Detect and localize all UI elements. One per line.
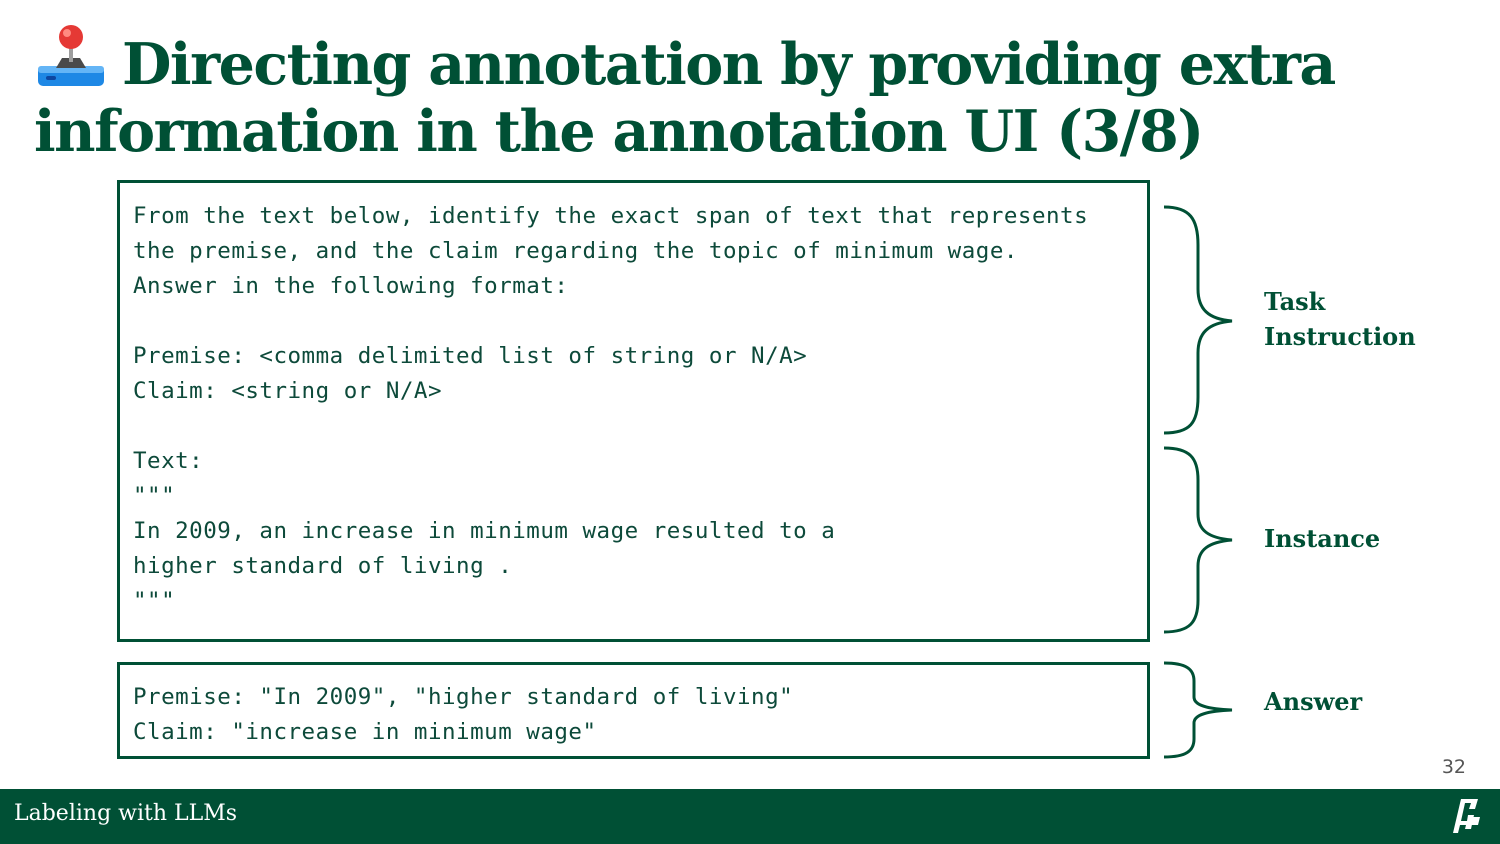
joystick-icon [34, 24, 108, 88]
footer-text: Labeling with LLMs [14, 801, 238, 826]
answer-label: Answer [1264, 687, 1363, 716]
page-number: 32 [1441, 756, 1466, 778]
answer-box: Premise: "In 2009", "higher standard of … [117, 662, 1150, 759]
slide-title-text: Directing annotation by providing extra … [34, 31, 1336, 165]
answer-brace [1163, 661, 1233, 759]
university-logo-icon [1453, 799, 1480, 833]
task-instruction-label: Task Instruction [1264, 287, 1416, 351]
prompt-text: From the text below, identify the exact … [133, 203, 1089, 614]
footer-bar: Labeling with LLMs [0, 789, 1500, 844]
answer-text: Premise: "In 2009", "higher standard of … [133, 684, 794, 745]
instance-label: Instance [1264, 524, 1381, 553]
slide-title: Directing annotation by providing extra … [34, 24, 1474, 165]
prompt-box: From the text below, identify the exact … [117, 180, 1150, 642]
task-instruction-brace [1163, 205, 1233, 435]
instance-brace [1163, 446, 1233, 634]
